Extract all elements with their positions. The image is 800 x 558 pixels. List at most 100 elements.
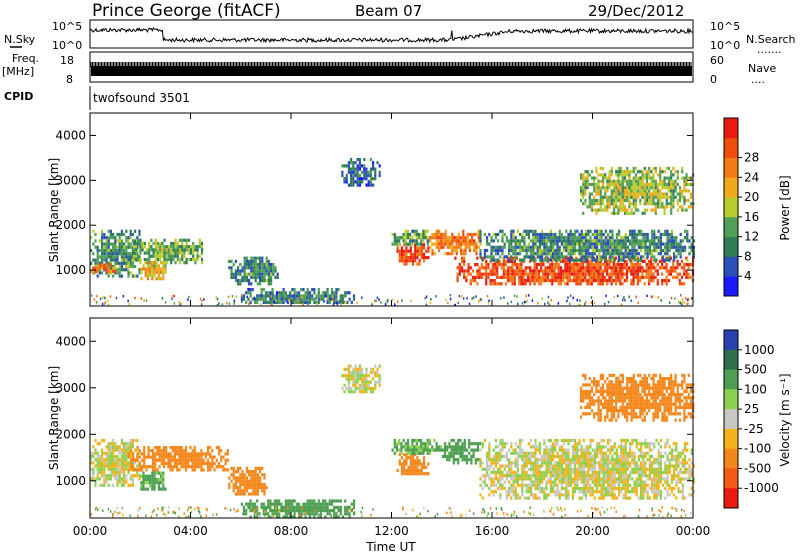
- echo-cell: [499, 439, 501, 442]
- echo-cell: [149, 274, 151, 277]
- echo-cell: [354, 371, 356, 374]
- echo-cell: [666, 243, 668, 246]
- echo-cell: [666, 252, 668, 255]
- echo-cell: [335, 298, 337, 301]
- echo-cell: [681, 167, 683, 170]
- echo-cell: [438, 246, 440, 249]
- echo-cell: [593, 196, 595, 199]
- echo-cell: [320, 294, 322, 297]
- echo-cell: [110, 243, 112, 246]
- echo-cell: [532, 445, 534, 448]
- echo-cell: [611, 239, 613, 242]
- echo-cell: [108, 461, 110, 464]
- echo-cell: [611, 269, 613, 272]
- echo-cell: [444, 452, 446, 455]
- echo-cell: [137, 255, 139, 258]
- echo-cell: [183, 456, 185, 459]
- echo-cell: [633, 230, 635, 233]
- colorbar-tick-label: 24: [744, 170, 759, 184]
- echo-cell: [255, 486, 257, 489]
- echo-cell: [677, 252, 679, 255]
- echo-cell: [370, 368, 372, 371]
- echo-cell: [660, 243, 662, 246]
- echo-cell: [495, 439, 497, 442]
- echo-cell: [651, 252, 653, 255]
- echo-cell: [110, 461, 112, 464]
- echo-cell: [363, 174, 365, 177]
- echo-cell: [125, 259, 127, 262]
- echo-cell: [510, 471, 512, 474]
- echo-cell: [613, 209, 615, 212]
- echo-cell: [556, 484, 558, 487]
- echo-cell: [285, 512, 287, 515]
- echo-cell: [687, 302, 689, 305]
- echo-cell: [523, 477, 525, 480]
- echo-cell: [324, 503, 326, 506]
- beam-label: Beam 07: [355, 2, 422, 20]
- echo-cell: [108, 275, 110, 278]
- echo-cell: [508, 471, 510, 474]
- echo-cell: [593, 276, 595, 279]
- echo-cell: [592, 239, 594, 242]
- echo-cell: [400, 442, 402, 445]
- echo-cell: [499, 455, 501, 458]
- echo-cell: [361, 381, 363, 384]
- echo-cell: [479, 266, 481, 269]
- echo-cell: [130, 449, 132, 452]
- echo-cell: [177, 248, 179, 251]
- echo-cell: [394, 239, 396, 242]
- echo-cell: [563, 474, 565, 477]
- echo-cell: [269, 509, 271, 512]
- echo-cell: [635, 186, 637, 189]
- echo-cell: [635, 173, 637, 176]
- echo-cell: [534, 233, 536, 236]
- echo-cell: [237, 282, 239, 285]
- echo-cell: [521, 259, 523, 262]
- echo-cell: [211, 459, 213, 462]
- echo-cell: [607, 236, 609, 239]
- echo-cell: [354, 377, 356, 380]
- echo-cell: [172, 242, 174, 245]
- echo-cell: [686, 236, 688, 239]
- echo-cell: [123, 445, 125, 448]
- echo-cell: [581, 230, 583, 233]
- echo-cell: [172, 468, 174, 471]
- echo-cell: [280, 509, 282, 512]
- echo-cell: [349, 512, 351, 515]
- echo-cell: [123, 262, 125, 265]
- echo-cell: [543, 461, 545, 464]
- echo-cell: [600, 255, 602, 258]
- echo-cell: [408, 469, 410, 472]
- echo-cell: [605, 252, 607, 255]
- echo-cell: [365, 387, 367, 390]
- echo-cell: [614, 246, 616, 249]
- echo-cell: [653, 243, 655, 246]
- power-ylabel: Slant Range [km]: [47, 158, 61, 262]
- echo-cell: [640, 230, 642, 233]
- echo-cell: [119, 265, 121, 268]
- echo-cell: [307, 291, 309, 294]
- echo-cell: [361, 180, 363, 183]
- echo-cell: [512, 246, 514, 249]
- echo-cell: [508, 252, 510, 255]
- echo-cell: [283, 506, 285, 509]
- echo-cell: [600, 249, 602, 252]
- echo-cell: [121, 442, 123, 445]
- echo-cell: [197, 245, 199, 248]
- echo-cell: [486, 243, 488, 246]
- echo-cell: [105, 236, 107, 239]
- echo-cell: [554, 493, 556, 496]
- echo-cell: [352, 374, 354, 377]
- echo-cell: [637, 186, 639, 189]
- echo-cell: [188, 252, 190, 255]
- echo-cell: [541, 477, 543, 480]
- echo-cell: [411, 439, 413, 442]
- echo-cell: [130, 265, 132, 268]
- echo-cell: [130, 259, 132, 262]
- echo-cell: [642, 177, 644, 180]
- echo-cell: [611, 273, 613, 276]
- echo-cell: [578, 273, 580, 276]
- echo-cell: [159, 456, 161, 459]
- echo-cell: [597, 276, 599, 279]
- echo-cell: [94, 465, 96, 468]
